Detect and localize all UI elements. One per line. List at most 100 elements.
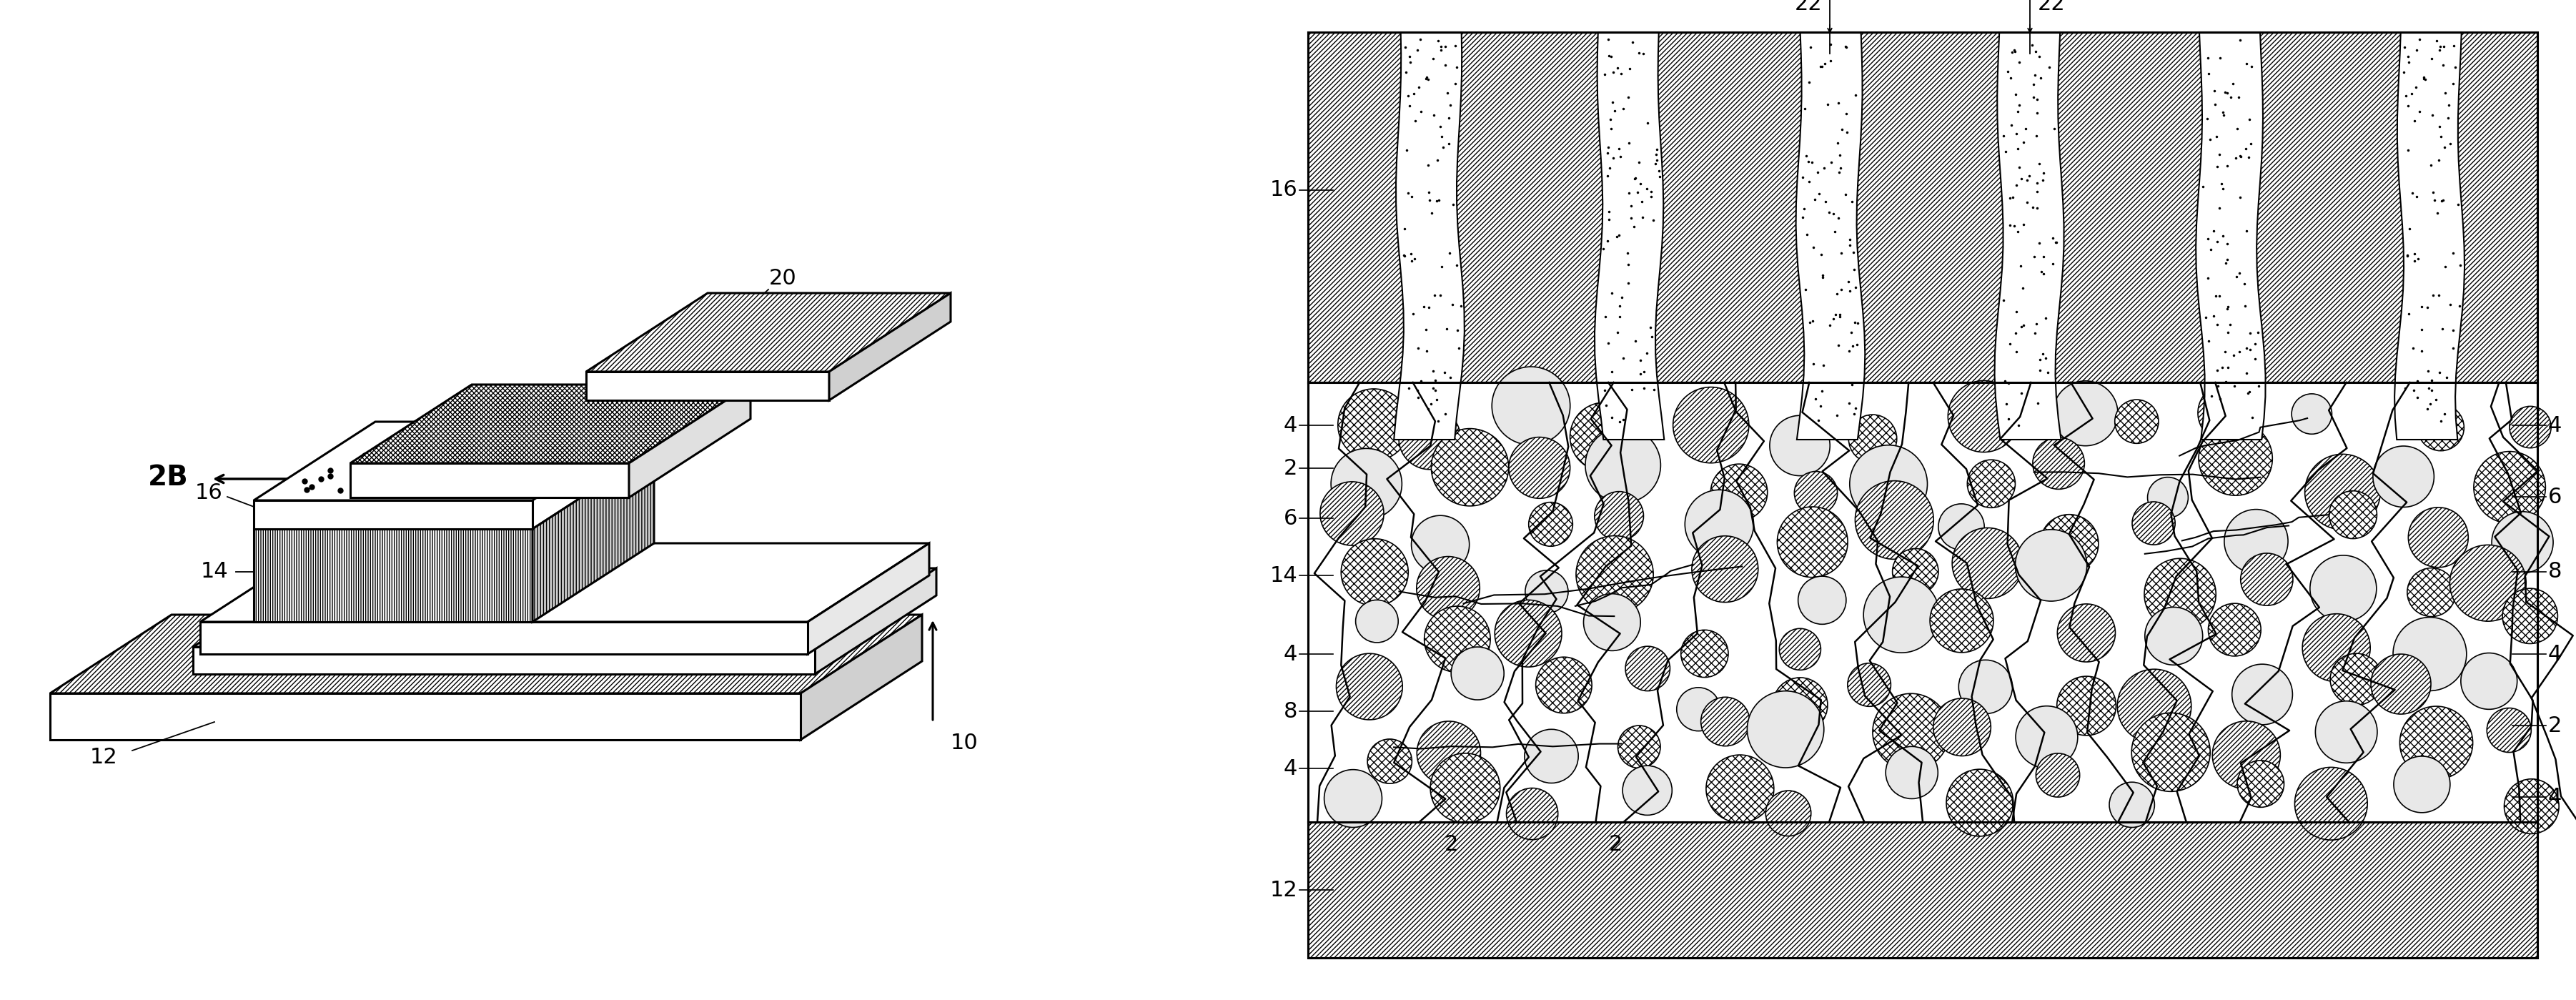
Circle shape <box>2032 437 2084 489</box>
Circle shape <box>1525 729 1579 783</box>
Text: 18: 18 <box>477 401 502 421</box>
Circle shape <box>1700 697 1749 746</box>
Circle shape <box>1798 576 1844 624</box>
Circle shape <box>2316 701 2378 763</box>
Circle shape <box>1332 448 1401 519</box>
Circle shape <box>2040 514 2097 573</box>
Text: 12: 12 <box>1270 880 1296 900</box>
Circle shape <box>1425 606 1489 672</box>
Circle shape <box>1450 647 1504 700</box>
Circle shape <box>1368 739 1412 784</box>
Circle shape <box>2406 568 2455 617</box>
Circle shape <box>2409 507 2468 567</box>
Circle shape <box>1525 570 1569 613</box>
Circle shape <box>1412 516 1468 574</box>
Circle shape <box>2223 509 2287 573</box>
Text: 14: 14 <box>1270 565 1296 586</box>
Polygon shape <box>193 568 935 647</box>
Circle shape <box>2213 721 2280 789</box>
Text: 22: 22 <box>389 590 417 611</box>
Circle shape <box>1777 507 1847 577</box>
Text: 16: 16 <box>196 483 222 504</box>
Polygon shape <box>1394 32 1463 440</box>
Text: 14: 14 <box>201 561 229 582</box>
Text: 20: 20 <box>768 268 796 289</box>
Circle shape <box>1891 549 1937 595</box>
Circle shape <box>2460 653 2517 709</box>
Polygon shape <box>806 543 930 654</box>
Circle shape <box>2130 502 2174 545</box>
Circle shape <box>2398 706 2473 779</box>
Text: 2: 2 <box>1443 834 1458 855</box>
Circle shape <box>1417 557 1479 620</box>
Text: 2B: 2B <box>147 464 188 491</box>
Text: 12: 12 <box>90 747 118 768</box>
Circle shape <box>2372 446 2434 507</box>
Circle shape <box>1873 694 1950 770</box>
Circle shape <box>1710 464 1767 521</box>
Text: 8: 8 <box>2548 561 2561 582</box>
Polygon shape <box>350 385 750 463</box>
Circle shape <box>1430 429 1507 506</box>
Circle shape <box>2208 603 2259 656</box>
Polygon shape <box>814 568 935 674</box>
Polygon shape <box>1595 32 1664 440</box>
Circle shape <box>1528 502 1571 546</box>
Text: 4: 4 <box>1283 758 1296 779</box>
Circle shape <box>2197 422 2272 495</box>
Text: 22: 22 <box>1793 0 1821 14</box>
Circle shape <box>2393 756 2450 813</box>
Circle shape <box>2014 530 2087 601</box>
Circle shape <box>2117 669 2190 743</box>
Circle shape <box>1692 536 1757 602</box>
Circle shape <box>1953 528 2022 599</box>
Circle shape <box>1937 504 1984 550</box>
Circle shape <box>1705 755 1772 823</box>
Circle shape <box>2329 491 2375 539</box>
Circle shape <box>1770 415 1829 476</box>
Circle shape <box>2056 604 2115 662</box>
Text: 10: 10 <box>951 733 979 754</box>
Circle shape <box>1494 600 1561 667</box>
Circle shape <box>2143 558 2215 630</box>
Circle shape <box>2231 664 2293 725</box>
Circle shape <box>2290 394 2331 434</box>
Circle shape <box>2056 676 2115 735</box>
Polygon shape <box>2393 32 2463 440</box>
Circle shape <box>2393 617 2465 691</box>
Circle shape <box>2504 779 2558 834</box>
Text: 4: 4 <box>2548 644 2561 664</box>
Text: 2B: 2B <box>605 464 647 491</box>
Polygon shape <box>252 500 533 529</box>
Circle shape <box>1793 471 1837 515</box>
Circle shape <box>1355 600 1399 643</box>
Text: 2: 2 <box>1283 458 1296 479</box>
Circle shape <box>2143 607 2202 665</box>
Text: 8: 8 <box>1283 701 1296 722</box>
Polygon shape <box>801 615 922 740</box>
Circle shape <box>2241 553 2293 606</box>
Polygon shape <box>1309 32 2537 382</box>
Text: 2: 2 <box>1607 834 1623 855</box>
Circle shape <box>2197 384 2257 442</box>
Circle shape <box>2110 782 2154 827</box>
Circle shape <box>1577 536 1654 613</box>
Text: 4: 4 <box>2548 415 2561 436</box>
Circle shape <box>1847 415 1896 463</box>
Text: 22: 22 <box>2038 0 2063 14</box>
Polygon shape <box>201 543 930 622</box>
Polygon shape <box>629 385 750 497</box>
Text: 4: 4 <box>2548 787 2561 807</box>
Circle shape <box>1947 381 2020 452</box>
Circle shape <box>1337 653 1401 720</box>
Circle shape <box>2303 614 2370 682</box>
Polygon shape <box>49 615 922 693</box>
Circle shape <box>1765 791 1811 836</box>
Circle shape <box>1847 663 1891 706</box>
Circle shape <box>1677 688 1721 731</box>
Polygon shape <box>49 693 801 740</box>
Circle shape <box>2014 706 2076 768</box>
Circle shape <box>2491 512 2553 573</box>
Polygon shape <box>2195 32 2264 440</box>
Circle shape <box>1399 408 1461 469</box>
